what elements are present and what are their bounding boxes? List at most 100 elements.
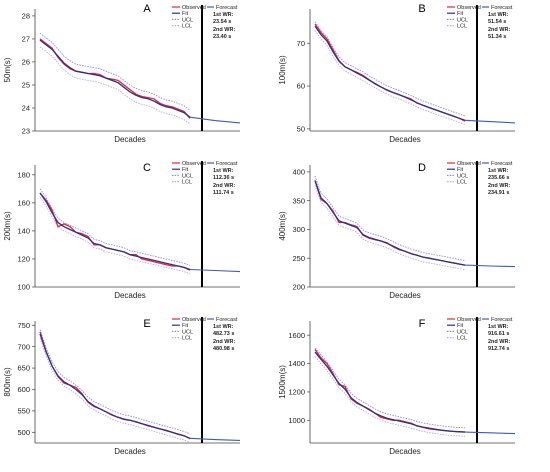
y-tick-label: 160 xyxy=(17,198,30,207)
y-axis-label: 400m(s) xyxy=(278,211,287,241)
wr1-label: 1st WR: xyxy=(488,324,509,330)
wr1-label: 1st WR: xyxy=(213,12,234,18)
x-axis-label: Decades xyxy=(389,291,421,300)
y-tick-label: 750 xyxy=(17,321,30,330)
x-axis-label: Decades xyxy=(389,135,421,144)
ucl-line xyxy=(314,21,466,117)
chart-panel-a: A 23 24 25 26 27 28 50m(s) Decades ObservedFitUCL… xyxy=(3,3,241,144)
legend-label-ucl: UCL xyxy=(457,329,468,335)
forecast-line xyxy=(464,119,516,124)
y-tick-label: 1400 xyxy=(288,359,305,368)
fit-line xyxy=(39,333,191,439)
wr1-label: 1st WR: xyxy=(213,324,234,330)
wr1-value: 23.54 s xyxy=(213,19,231,25)
legend-label-forecast: Forecast xyxy=(216,5,238,11)
legend-label-forecast: Forecast xyxy=(491,317,513,323)
y-axis-label: 50m(s) xyxy=(3,57,12,82)
fit-line xyxy=(314,351,466,433)
y-tick-label: 23 xyxy=(22,127,30,136)
forecast-line xyxy=(189,437,241,441)
wr2-value: 234.91 s xyxy=(488,190,509,196)
observed-line xyxy=(39,38,191,119)
legend-label-forecast: Forecast xyxy=(491,5,513,11)
y-tick-label: 100 xyxy=(17,283,30,292)
legend-label-observed: Observed xyxy=(457,161,481,167)
legend-label-observed: Observed xyxy=(182,317,206,323)
legend-label-fit: Fit xyxy=(182,323,189,329)
y-tick-label: 70 xyxy=(297,39,305,48)
wr2-value: 23.40 s xyxy=(213,34,231,40)
lcl-line xyxy=(39,46,191,125)
legend-label-lcl: LCL xyxy=(182,336,192,342)
y-tick-label: 500 xyxy=(17,428,30,437)
wr2-label: 2nd WR: xyxy=(488,27,510,33)
forecast-line xyxy=(189,268,241,273)
forecast-line xyxy=(464,264,516,268)
panel-letter: D xyxy=(418,162,426,174)
legend-label-observed: Observed xyxy=(457,317,481,323)
observed-line xyxy=(314,23,466,122)
legend-label-ucl: UCL xyxy=(182,329,193,335)
y-tick-label: 700 xyxy=(17,342,30,351)
wr2-label: 2nd WR: xyxy=(213,27,235,33)
fit-line xyxy=(39,192,191,271)
y-tick-label: 1200 xyxy=(288,388,305,397)
ucl-line xyxy=(314,347,466,429)
legend-label-forecast: Forecast xyxy=(491,161,513,167)
chart-panel-e: E 500 550 600 650 700 750 800m(s) Decades Observe… xyxy=(3,317,241,456)
y-tick-label: 550 xyxy=(17,406,30,415)
x-axis-label: Decades xyxy=(389,447,421,456)
chart-panel-f: F 1000 1200 1400 1600 1500m(s) Decades Observed… xyxy=(278,317,516,456)
panel-letter: A xyxy=(143,3,151,15)
y-tick-label: 250 xyxy=(292,254,305,263)
lcl-line xyxy=(314,30,466,126)
legend-label-ucl: UCL xyxy=(182,173,193,179)
wr2-value: 111.74 s xyxy=(213,190,234,196)
wr1-label: 1st WR: xyxy=(213,168,234,174)
panel-letter: E xyxy=(143,318,150,330)
forecast-line xyxy=(464,431,516,435)
y-tick-label: 1000 xyxy=(288,416,305,425)
y-tick-label: 26 xyxy=(22,58,30,67)
lcl-line xyxy=(39,197,191,275)
legend-label-fit: Fit xyxy=(457,167,464,173)
wr1-label: 1st WR: xyxy=(488,168,509,174)
wr1-value: 916.61 s xyxy=(488,331,509,337)
y-tick-label: 60 xyxy=(297,82,305,91)
legend-label-lcl: LCL xyxy=(457,180,467,186)
ucl-line xyxy=(39,32,191,111)
ucl-line xyxy=(314,175,466,261)
y-tick-label: 27 xyxy=(22,35,30,44)
wr2-value: 51.34 s xyxy=(488,34,506,40)
legend-label-fit: Fit xyxy=(457,11,464,17)
legend-label-lcl: LCL xyxy=(457,24,467,30)
legend-label-lcl: LCL xyxy=(182,24,192,30)
y-axis-label: 800m(s) xyxy=(3,367,12,397)
ucl-line xyxy=(39,188,191,266)
legend-label-observed: Observed xyxy=(182,161,206,167)
y-axis-label: 200m(s) xyxy=(3,211,12,241)
legend-label-ucl: UCL xyxy=(182,17,193,23)
legend-label-forecast: Forecast xyxy=(216,317,238,323)
x-axis-label: Decades xyxy=(114,135,146,144)
y-tick-label: 350 xyxy=(292,196,305,205)
y-tick-label: 120 xyxy=(17,255,30,264)
y-tick-label: 180 xyxy=(17,170,30,179)
legend-label-fit: Fit xyxy=(457,323,464,329)
fit-line xyxy=(314,180,466,266)
y-tick-label: 24 xyxy=(22,104,30,113)
wr2-label: 2nd WR: xyxy=(488,183,510,189)
y-tick-label: 50 xyxy=(297,124,305,133)
wr2-label: 2nd WR: xyxy=(213,339,235,345)
wr1-label: 1st WR: xyxy=(488,12,509,18)
y-tick-label: 300 xyxy=(292,225,305,234)
legend-label-ucl: UCL xyxy=(457,173,468,179)
wr1-value: 112.36 s xyxy=(213,175,234,181)
wr2-label: 2nd WR: xyxy=(488,339,510,345)
legend-label-lcl: LCL xyxy=(182,180,192,186)
lcl-line xyxy=(314,184,466,271)
legend-label-observed: Observed xyxy=(182,5,206,11)
panel-letter: B xyxy=(418,3,425,15)
